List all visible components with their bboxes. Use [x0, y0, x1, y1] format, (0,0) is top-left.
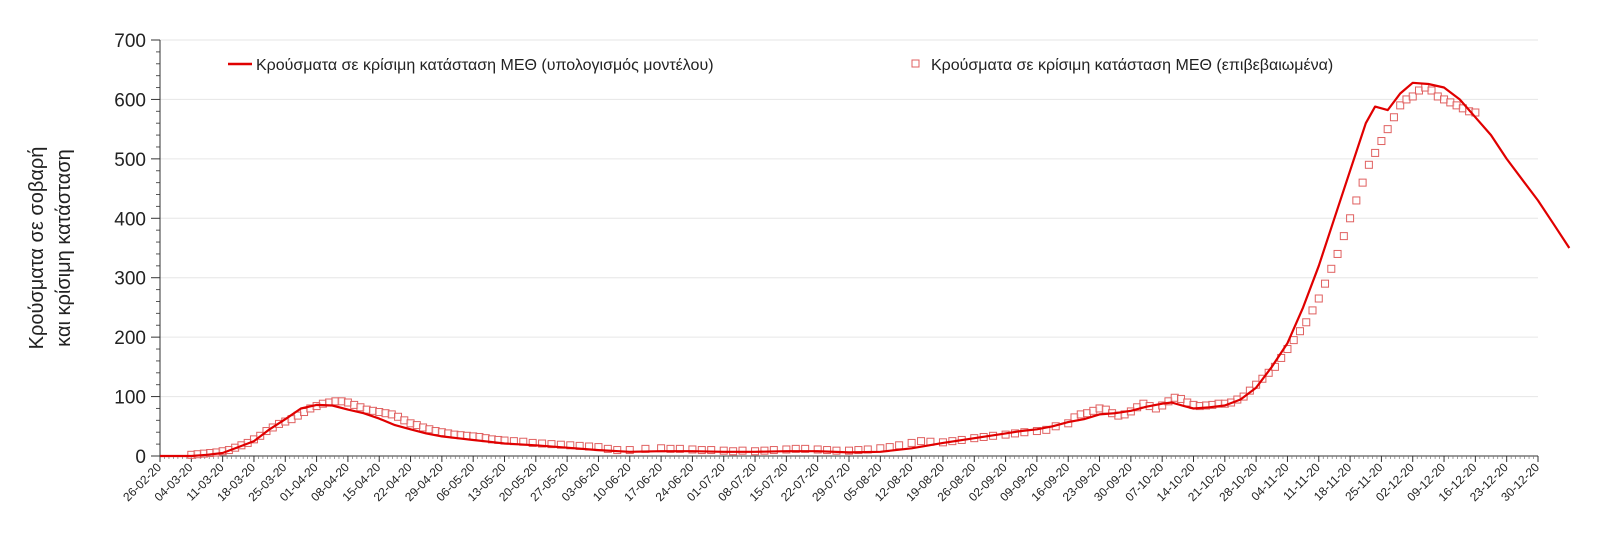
confirmed-point	[895, 441, 904, 450]
confirmed-point	[675, 444, 684, 453]
y-axis-title-line-2: και κρίσιμη κατάσταση	[53, 149, 75, 347]
confirmed-point	[603, 444, 612, 453]
confirmed-point	[1327, 264, 1336, 273]
legend: Κρούσματα σε κρίσιμη κατάσταση ΜΕΘ (υπολ…	[228, 57, 1333, 74]
confirmed-point	[1371, 148, 1380, 157]
y-axis-title-line-1: Κρούσματα σε σοβαρή	[26, 147, 48, 350]
confirmed-point	[1321, 279, 1330, 288]
y-tick-label-300: 300	[114, 269, 146, 290]
confirmed-point	[1377, 137, 1386, 146]
confirmed-point	[666, 444, 675, 453]
confirmed-point	[547, 440, 556, 449]
confirmed-point	[845, 446, 853, 455]
y-tick-label-200: 200	[114, 328, 146, 349]
y-axis-title: Κρούσματα σε σοβαρή και κρίσιμη κατάστασ…	[26, 147, 75, 350]
confirmed-point	[688, 445, 697, 454]
confirmed-point	[1032, 427, 1041, 436]
confirmed-point	[1020, 428, 1029, 437]
confirmed-point	[625, 446, 634, 455]
confirmed-point	[1302, 318, 1311, 327]
y-tick-label-400: 400	[114, 209, 146, 230]
confirmed-point	[719, 446, 728, 455]
confirmed-point	[823, 446, 832, 455]
confirmed-point	[1396, 101, 1405, 110]
confirmed-point	[1295, 327, 1304, 336]
y-tick-label-600: 600	[114, 90, 146, 111]
y-tick-label-500: 500	[114, 150, 146, 171]
confirmed-point	[1333, 249, 1342, 258]
confirmed-point	[782, 445, 791, 454]
gridlines	[160, 39, 1538, 398]
confirmed-point	[697, 446, 706, 455]
series	[160, 81, 1571, 459]
confirmed-point	[1408, 92, 1417, 101]
confirmed-point	[1314, 294, 1323, 303]
confirmed-point	[538, 439, 547, 448]
y-tick-label-100: 100	[114, 388, 146, 409]
y-tick-label-700: 700	[114, 31, 146, 52]
confirmed-point	[1358, 178, 1367, 187]
confirmed-point	[1339, 232, 1348, 241]
confirmed-point	[832, 446, 841, 455]
confirmed-point	[791, 444, 800, 453]
confirmed-point	[707, 446, 716, 455]
confirmed-point	[1389, 113, 1398, 122]
legend-label-model: Κρούσματα σε κρίσιμη κατάσταση ΜΕΘ (υπολ…	[256, 57, 714, 74]
confirmed-point	[1042, 425, 1051, 434]
confirmed-point	[1427, 86, 1436, 95]
confirmed-point	[907, 438, 916, 447]
confirmed-point	[1383, 125, 1392, 134]
confirmed-point	[854, 446, 863, 455]
confirmed-point	[1346, 214, 1355, 223]
model-estimate-line	[160, 81, 1571, 458]
confirmed-point	[1308, 306, 1317, 315]
confirmed-point	[528, 438, 537, 447]
confirmed-point	[1352, 196, 1361, 205]
confirmed-point	[1289, 336, 1298, 345]
confirmed-point	[813, 445, 822, 454]
legend-label-confirmed: Κρούσματα σε κρίσιμη κατάσταση ΜΕΘ (επιβ…	[931, 57, 1333, 74]
confirmed-point	[738, 446, 747, 455]
confirmed-point	[917, 437, 926, 446]
confirmed-point	[1364, 160, 1373, 169]
confirmed-point	[801, 444, 810, 453]
legend-marker-swatch	[911, 59, 920, 68]
y-tick-label-0: 0	[135, 447, 146, 468]
confirmed-point	[769, 446, 778, 455]
